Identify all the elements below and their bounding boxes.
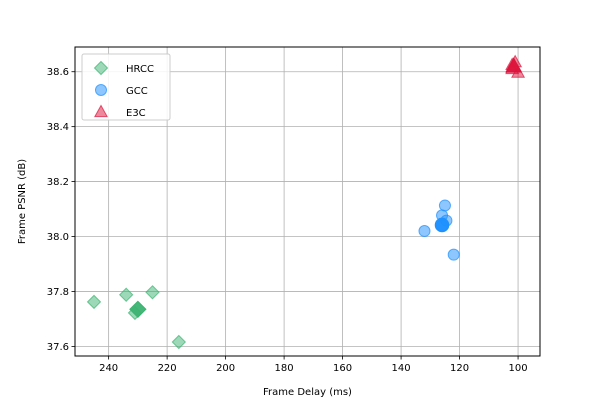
- x-tick-label: 200: [216, 363, 235, 374]
- y-tick-label: 37.6: [47, 342, 69, 353]
- x-axis-label: Frame Delay (ms): [263, 387, 352, 398]
- series-hrcc: [86, 285, 187, 350]
- axis-ticks: 240 220 200 180 160 140 120 100 37.6 37.8 38.0 38.2…: [47, 67, 528, 374]
- data-point: [86, 294, 102, 310]
- grid: [75, 47, 540, 356]
- x-tick-label: 160: [333, 363, 352, 374]
- data-point: [171, 334, 187, 350]
- x-tick-label: 100: [509, 363, 528, 374]
- data-point: [118, 287, 134, 302]
- y-axis-label: Frame PSNR (dB): [17, 159, 28, 244]
- y-tick-label: 38.4: [47, 122, 69, 133]
- y-tick-label: 38.6: [47, 67, 69, 78]
- mean-point: [129, 300, 147, 319]
- legend-entry-gcc: GCC: [94, 83, 148, 97]
- data-point: [438, 199, 451, 212]
- legend-label: HRCC: [126, 64, 154, 75]
- y-tick-label: 38.0: [47, 232, 69, 243]
- legend-entry-hrcc: HRCC: [93, 60, 154, 76]
- mean-point: [434, 217, 450, 233]
- y-tick-label: 37.8: [47, 287, 69, 298]
- data-point: [418, 225, 431, 238]
- legend-marker: [93, 104, 109, 118]
- series-gcc: [418, 199, 460, 261]
- x-tick-label: 220: [158, 363, 177, 374]
- legend-label: GCC: [126, 86, 148, 97]
- legend-entry-e3c: E3C: [93, 104, 146, 119]
- mean-point: [505, 57, 523, 73]
- data-point: [447, 248, 460, 261]
- x-tick-label: 120: [450, 363, 469, 374]
- legend-marker: [93, 60, 109, 76]
- data-marks: [86, 54, 526, 350]
- legend-label: E3C: [126, 108, 146, 119]
- x-tick-label: 240: [99, 363, 118, 374]
- y-tick-label: 38.2: [47, 177, 69, 188]
- x-tick-label: 180: [275, 363, 294, 374]
- legend: HRCC GCC E3C: [81, 53, 171, 121]
- plot-frame: [74, 46, 541, 357]
- x-tick-label: 140: [392, 363, 411, 374]
- legend-marker: [94, 83, 108, 97]
- series-e3c: [505, 54, 526, 78]
- data-point: [145, 285, 160, 300]
